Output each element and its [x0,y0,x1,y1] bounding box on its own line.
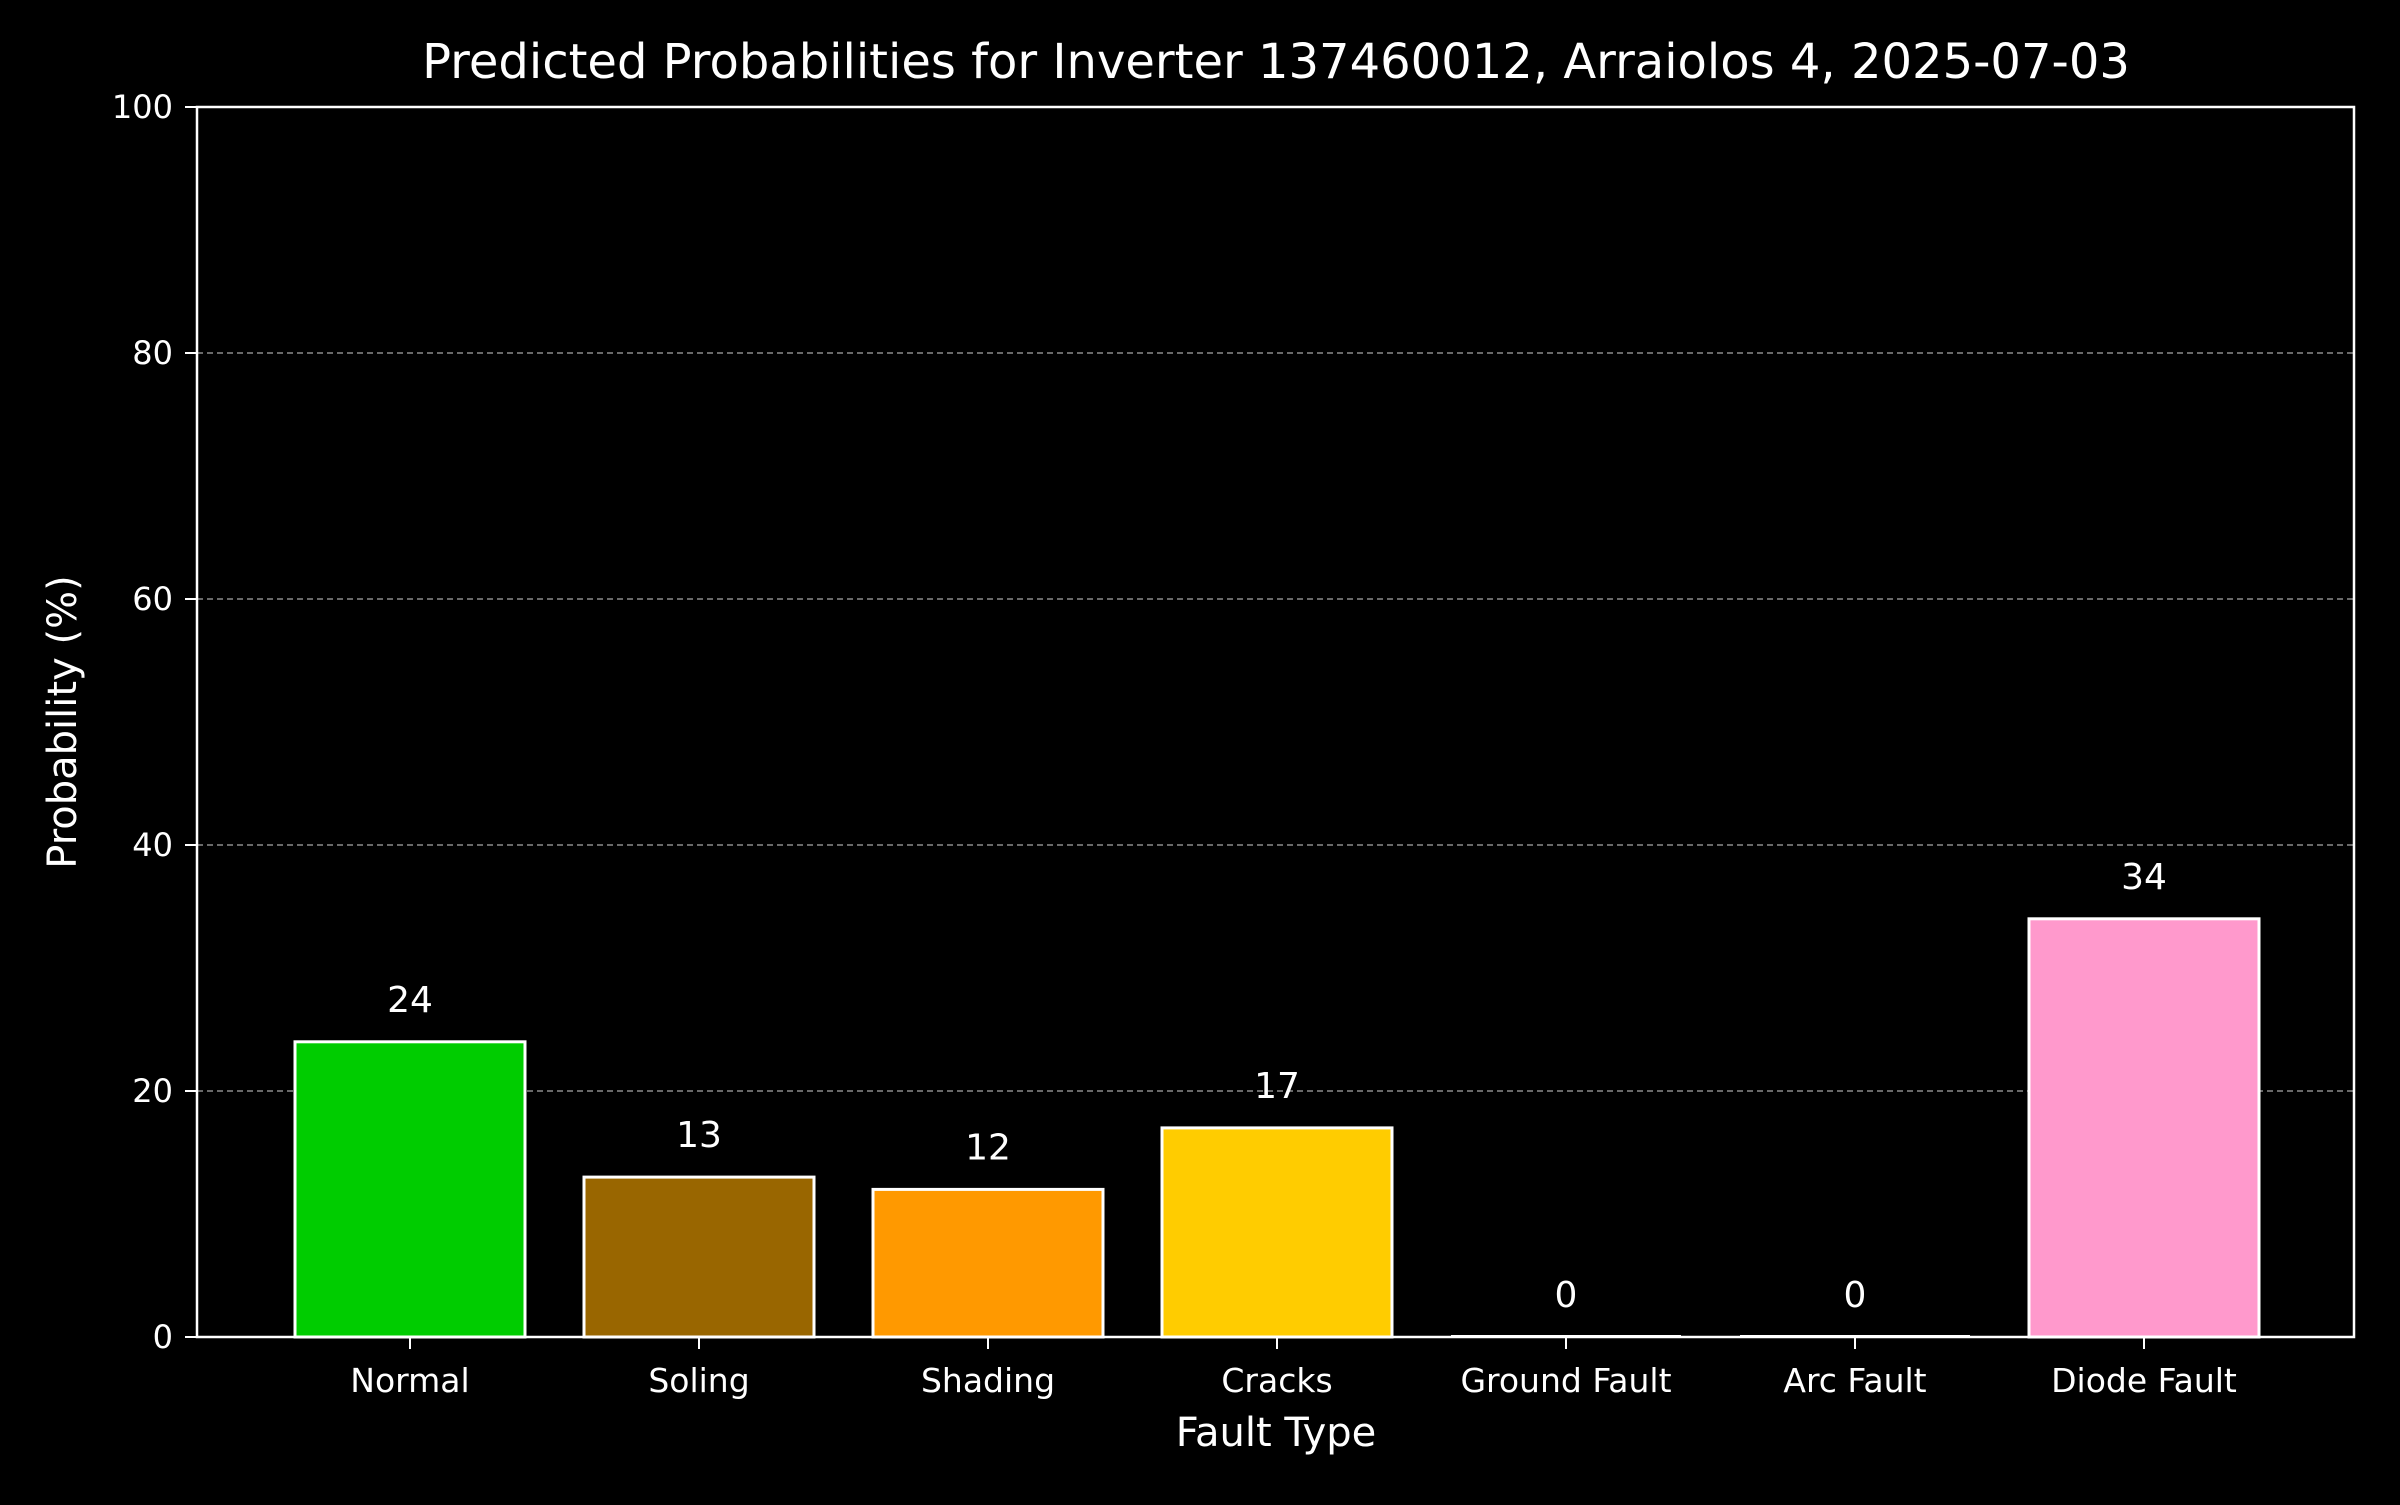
labels: 0 20 40 60 80 100 24 Normal 13 Soling 12 Shading 17 C… [112,88,2237,1400]
bar-cracks [1160,1126,1394,1339]
data-label: 0 [1555,1275,1578,1316]
x-tick-label: Shading [921,1361,1055,1400]
y-tick-label: 100 [112,88,173,126]
chart-title: Predicted Probabilities for Inverter 137… [422,34,2130,90]
data-label: 17 [1254,1066,1300,1107]
x-tick-label: Cracks [1221,1361,1332,1400]
y-tick-label: 60 [132,580,173,618]
y-tick-label: 20 [132,1072,173,1110]
y-tick-label: 40 [132,826,173,864]
y-tick-label: 0 [153,1318,173,1356]
data-label: 0 [1844,1275,1867,1316]
bar-soling [582,1175,816,1339]
data-label: 24 [387,980,433,1021]
bar-normal [293,1040,527,1339]
x-tick-label: Ground Fault [1460,1361,1671,1400]
x-tick-label: Arc Fault [1783,1361,1926,1400]
bar-diode-fault [2027,917,2261,1339]
y-tick-label: 80 [132,334,173,372]
axes [185,105,2356,1349]
x-tick-label: Soling [648,1361,749,1400]
bars [293,917,2261,1339]
bar-shading [871,1187,1105,1339]
y-axis-title: Probability (%) [40,575,86,868]
data-label: 34 [2121,857,2167,898]
x-axis-title: Fault Type [1176,1410,1377,1456]
plot-frame [195,105,2356,1339]
data-label: 13 [676,1115,722,1156]
data-label: 12 [965,1127,1011,1168]
x-tick-label: Diode Fault [2051,1361,2237,1400]
x-tick-label: Normal [350,1361,469,1400]
